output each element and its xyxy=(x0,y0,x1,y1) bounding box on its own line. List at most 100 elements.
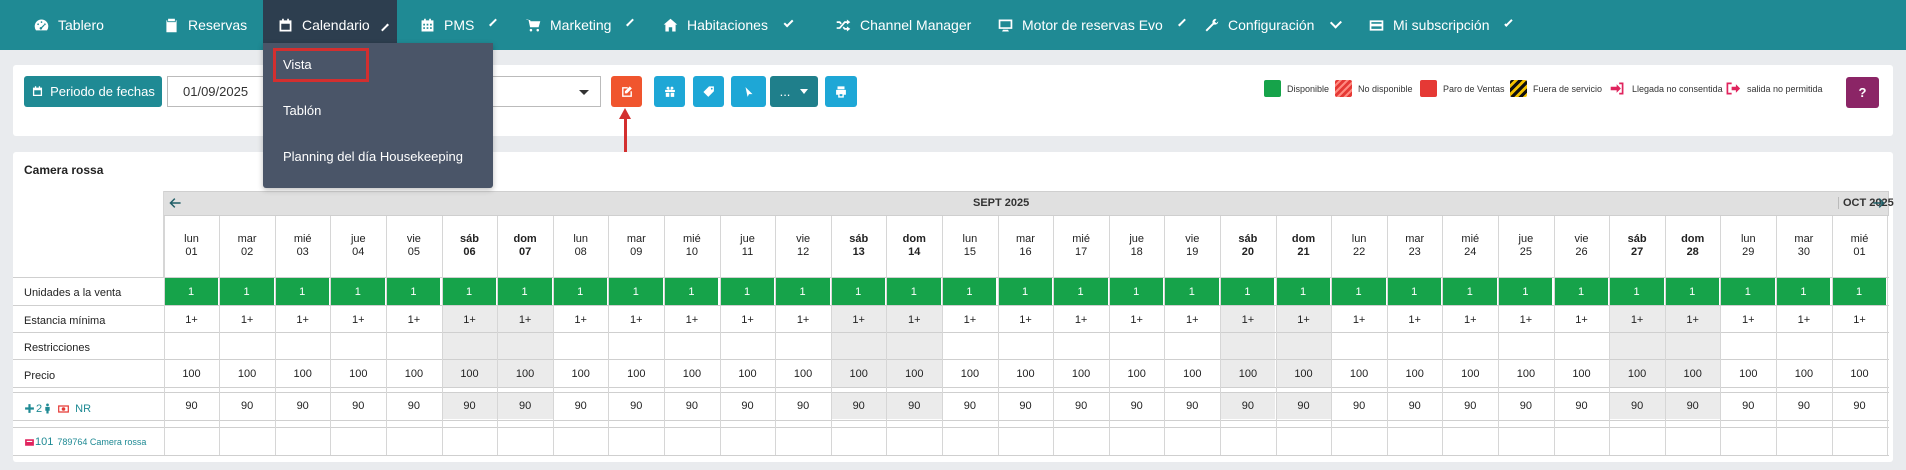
price-cell[interactable]: 100 xyxy=(738,367,757,380)
min-stay-cell[interactable]: 1+ xyxy=(630,313,643,326)
price-cell[interactable]: 100 xyxy=(1609,360,1665,387)
restrictions-cell[interactable] xyxy=(609,333,664,360)
price-cell[interactable]: 100 xyxy=(571,367,590,380)
nav-marketing[interactable]: Marketing xyxy=(505,0,645,50)
units-cell[interactable]: 1 xyxy=(1498,278,1554,305)
price-cell[interactable]: 100 xyxy=(1572,367,1591,380)
price-cell[interactable]: 100 xyxy=(627,367,646,380)
min-stay-cell[interactable]: 1+ xyxy=(574,313,587,326)
room-unit-link[interactable]: 101 789764 Camera rossa xyxy=(24,436,146,448)
price-cell[interactable]: 100 xyxy=(1276,360,1331,387)
min-stay-cell[interactable]: 1+ xyxy=(497,306,553,333)
rate-cell[interactable]: 90 xyxy=(240,399,254,412)
more-dropdown-button[interactable]: ... xyxy=(770,76,818,107)
rate-cell[interactable]: 90 xyxy=(796,399,810,412)
min-stay-cell[interactable]: 1+ xyxy=(963,313,977,326)
rate-cell[interactable]: 90 xyxy=(1276,392,1331,419)
rate-cell[interactable]: 90 xyxy=(685,399,699,412)
price-cell[interactable]: 100 xyxy=(1794,367,1814,380)
units-cell[interactable]: 1 xyxy=(831,278,887,305)
nav-reservas[interactable]: Reservas xyxy=(148,0,263,50)
rate-cell[interactable]: 90 xyxy=(1220,392,1276,419)
units-cell[interactable]: 1 xyxy=(1109,278,1165,305)
units-cell[interactable]: 1 xyxy=(608,278,664,305)
units-cell[interactable]: 1 xyxy=(1665,278,1721,305)
min-stay-cell[interactable]: 1+ xyxy=(1575,313,1588,326)
rate-cell[interactable]: 90 xyxy=(1853,399,1866,412)
min-stay-cell[interactable]: 1+ xyxy=(1853,313,1866,326)
rate-cell[interactable]: 90 xyxy=(442,392,497,419)
restrictions-cell[interactable] xyxy=(1109,333,1164,360)
units-cell[interactable]: 1 xyxy=(164,278,219,305)
price-cell[interactable]: 100 xyxy=(1739,367,1758,380)
price-cell[interactable]: 100 xyxy=(1183,367,1202,380)
rate-cell[interactable]: 90 xyxy=(1352,399,1366,412)
price-cell[interactable]: 100 xyxy=(442,360,497,387)
price-cell[interactable]: 100 xyxy=(497,360,553,387)
units-cell[interactable]: 1 xyxy=(720,278,775,305)
restrictions-cell[interactable] xyxy=(386,333,441,360)
restrictions-cell[interactable] xyxy=(1054,333,1109,360)
rate-cell[interactable]: 90 xyxy=(407,399,421,412)
tag-button[interactable] xyxy=(693,76,724,107)
rate-cell[interactable]: 90 xyxy=(1742,399,1755,412)
restrictions-cell[interactable] xyxy=(1332,333,1387,360)
min-stay-cell[interactable]: 1+ xyxy=(1186,313,1199,326)
units-cell[interactable]: 1 xyxy=(1832,278,1887,305)
restrictions-cell[interactable] xyxy=(1498,333,1553,360)
price-cell[interactable]: 100 xyxy=(1516,367,1536,380)
restrictions-cell[interactable] xyxy=(1776,333,1831,360)
units-cell[interactable]: 1 xyxy=(1387,278,1443,305)
units-cell[interactable]: 1 xyxy=(886,278,942,305)
nav-motor-reservas[interactable]: Motor de reservas Evo xyxy=(977,0,1189,50)
price-cell[interactable]: 100 xyxy=(1850,367,1869,380)
nav-pms[interactable]: PMS xyxy=(397,0,505,50)
rate-cell[interactable]: 90 xyxy=(1575,399,1588,412)
restrictions-cell[interactable] xyxy=(164,333,219,360)
rate-cell[interactable]: 90 xyxy=(1408,399,1421,412)
dropdown-item-vista[interactable]: Vista xyxy=(283,57,312,72)
rate-cell[interactable]: 90 xyxy=(963,399,977,412)
rate-cell[interactable]: 90 xyxy=(1609,392,1665,419)
units-cell[interactable]: 1 xyxy=(664,278,720,305)
min-stay-cell[interactable]: 1+ xyxy=(886,306,942,333)
min-stay-cell[interactable]: 1+ xyxy=(1074,313,1088,326)
min-stay-cell[interactable]: 1+ xyxy=(1797,313,1811,326)
min-stay-cell[interactable]: 1+ xyxy=(1519,313,1533,326)
min-stay-cell[interactable]: 1+ xyxy=(831,306,887,333)
price-cell[interactable]: 100 xyxy=(1071,367,1091,380)
units-cell[interactable]: 1 xyxy=(497,278,553,305)
price-cell[interactable]: 100 xyxy=(1665,360,1721,387)
price-cell[interactable]: 100 xyxy=(1405,367,1424,380)
restrictions-cell[interactable] xyxy=(1165,333,1220,360)
edit-button[interactable] xyxy=(611,76,642,107)
nav-configuracion[interactable]: Configuración xyxy=(1189,0,1354,50)
min-stay-cell[interactable]: 1+ xyxy=(1609,306,1665,333)
min-stay-cell[interactable]: 1+ xyxy=(1019,313,1032,326)
rate-cell[interactable]: 90 xyxy=(497,392,553,419)
units-cell[interactable]: 1 xyxy=(553,278,609,305)
dropdown-item-planning-housekeeping[interactable]: Planning del día Housekeeping xyxy=(283,149,463,164)
min-stay-cell[interactable]: 1+ xyxy=(1130,313,1143,326)
units-cell[interactable]: 1 xyxy=(1609,278,1665,305)
restrictions-cell[interactable] xyxy=(220,333,275,360)
rate-cell[interactable]: 90 xyxy=(574,399,587,412)
rate-cell[interactable]: 90 xyxy=(1074,399,1088,412)
restrictions-cell[interactable] xyxy=(275,333,330,360)
units-cell[interactable]: 1 xyxy=(1554,278,1609,305)
restrictions-cell[interactable] xyxy=(1609,333,1665,360)
min-stay-cell[interactable]: 1+ xyxy=(1220,306,1276,333)
min-stay-cell[interactable]: 1+ xyxy=(1464,313,1477,326)
restrictions-cell[interactable] xyxy=(1832,333,1887,360)
rate-cell[interactable]: 90 xyxy=(831,392,887,419)
dropdown-item-tablon[interactable]: Tablón xyxy=(283,103,322,118)
price-cell[interactable]: 100 xyxy=(682,367,702,380)
price-cell[interactable]: 100 xyxy=(182,367,201,380)
rate-cell[interactable]: 90 xyxy=(1130,399,1143,412)
units-cell[interactable]: 1 xyxy=(1276,278,1331,305)
min-stay-cell[interactable]: 1+ xyxy=(352,313,365,326)
restrictions-cell[interactable] xyxy=(664,333,719,360)
min-stay-cell[interactable]: 1+ xyxy=(796,313,810,326)
nav-mi-subscripcion[interactable]: Mi subscripción xyxy=(1354,0,1524,50)
rate-cell[interactable]: 90 xyxy=(886,392,942,419)
